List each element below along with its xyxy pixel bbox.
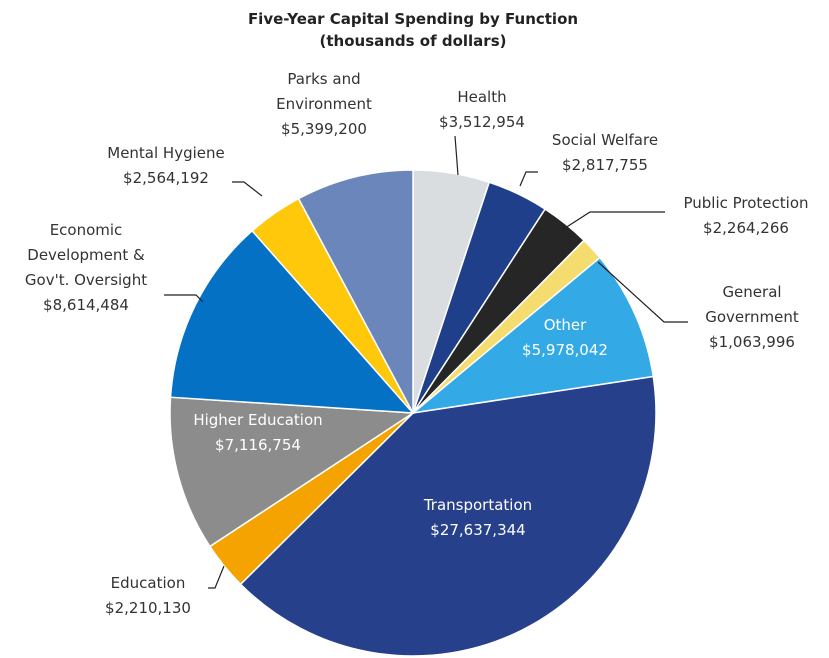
slice-label: Mental Hygiene — [107, 144, 225, 162]
value-label: $2,817,755 — [562, 156, 648, 174]
label-line: General — [722, 283, 781, 301]
value-label: $7,116,754 — [215, 436, 301, 454]
leader-line — [519, 171, 538, 187]
chart-title: Five-Year Capital Spending by Function — [248, 10, 578, 28]
slice-label: Education — [111, 574, 186, 592]
pie-slice — [297, 169, 414, 414]
slice-label: Transportation — [423, 496, 532, 514]
value-label: $2,264,266 — [703, 219, 789, 237]
slice-label: Public Protection — [683, 194, 808, 212]
slice-label: Other — [544, 316, 587, 334]
value-label: $5,978,042 — [522, 341, 608, 359]
slice-label: Social Welfare — [552, 131, 658, 149]
leader-line — [561, 211, 665, 231]
label-line: Parks and — [287, 70, 360, 88]
value-label: $2,210,130 — [105, 599, 191, 617]
pie-slice — [239, 375, 657, 657]
leader-line — [164, 294, 204, 303]
value-label: $1,063,996 — [709, 333, 795, 351]
slice-label: Health — [457, 88, 506, 106]
value-label: $2,564,192 — [123, 169, 209, 187]
label-line: Development & — [27, 246, 145, 264]
label-line: Environment — [276, 95, 372, 113]
leader-line — [208, 565, 225, 589]
label-line: Government — [705, 308, 799, 326]
slice-label: Higher Education — [193, 411, 322, 429]
label-line: Gov't. Oversight — [25, 271, 147, 289]
slice-label: Economic Development & Gov't. Oversight — [25, 221, 147, 289]
pie-slice — [169, 229, 415, 414]
slice-label: General Government — [705, 283, 799, 326]
pie-slice — [169, 396, 416, 548]
leader-line — [232, 181, 263, 197]
chart-subtitle: (thousands of dollars) — [320, 32, 507, 50]
slice-label: Parks and Environment — [276, 70, 372, 113]
label-line: Economic — [50, 221, 123, 239]
leader-line — [597, 261, 688, 323]
value-label: $3,512,954 — [439, 113, 525, 131]
value-label: $5,399,200 — [281, 120, 367, 138]
value-label: $8,614,484 — [43, 296, 129, 314]
pie-slice — [410, 256, 655, 415]
value-label: $27,637,344 — [430, 521, 525, 539]
leader-line — [454, 135, 459, 176]
